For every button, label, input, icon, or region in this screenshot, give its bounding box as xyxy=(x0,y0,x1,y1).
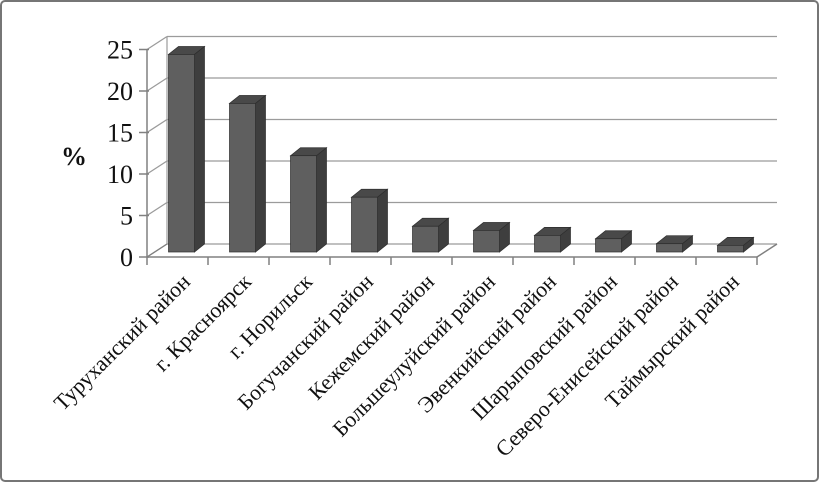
wall-gridline xyxy=(146,35,168,51)
bar xyxy=(717,245,744,253)
bar-side-face xyxy=(255,94,266,253)
bar-side-face xyxy=(194,45,205,253)
floor-left-edge xyxy=(146,243,168,258)
wall-gridline xyxy=(146,118,168,134)
bar xyxy=(412,225,439,253)
wall-gridline xyxy=(146,160,168,175)
y-tick-label: 15 xyxy=(107,119,133,148)
bar-side-face xyxy=(316,146,327,253)
wall-gridline xyxy=(146,201,168,217)
wall-gridline xyxy=(146,77,168,92)
y-tick-label: 20 xyxy=(107,77,133,106)
bar xyxy=(595,238,622,253)
floor-right-edge xyxy=(756,243,778,258)
bar xyxy=(473,230,500,253)
y-tick-label: 25 xyxy=(107,36,133,65)
bar xyxy=(229,103,256,253)
bar-side-face xyxy=(377,188,388,253)
y-axis-unit-label: % xyxy=(61,142,87,171)
bar xyxy=(351,196,378,253)
bar xyxy=(656,243,683,253)
bar xyxy=(168,54,195,253)
bar xyxy=(290,155,317,253)
y-tick-label: 0 xyxy=(120,243,133,272)
y-tick-label: 10 xyxy=(107,160,133,189)
y-tick-label: 5 xyxy=(120,202,133,231)
bar xyxy=(534,235,561,253)
